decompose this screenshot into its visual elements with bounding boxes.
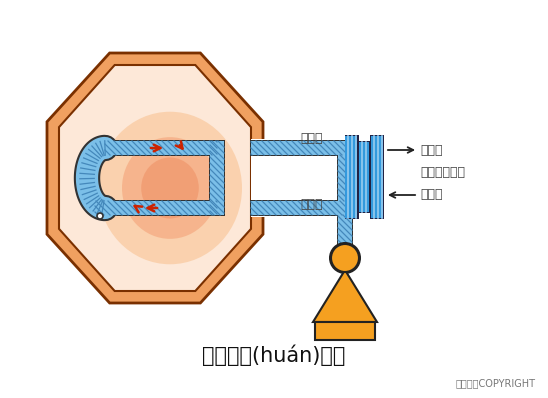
- Text: 東方仿真COPYRIGHT: 東方仿真COPYRIGHT: [456, 378, 536, 388]
- Bar: [251, 139, 345, 217]
- Bar: [338, 215, 352, 244]
- Bar: [345, 136, 357, 218]
- Bar: [358, 141, 370, 213]
- Bar: [370, 135, 384, 219]
- Bar: [105, 141, 217, 155]
- Bar: [104, 140, 218, 156]
- Bar: [337, 154, 353, 202]
- Bar: [251, 141, 345, 155]
- Text: 熱水出: 熱水出: [420, 189, 442, 201]
- Bar: [95, 201, 217, 215]
- Text: 冷水出: 冷水出: [420, 144, 442, 156]
- Text: 水力循環(huán)攪拌: 水力循環(huán)攪拌: [202, 344, 346, 366]
- Text: 螺旋板換熱器: 螺旋板換熱器: [420, 166, 465, 178]
- Bar: [359, 142, 369, 212]
- Bar: [315, 322, 375, 340]
- Bar: [251, 201, 345, 215]
- Circle shape: [329, 242, 361, 274]
- Ellipse shape: [122, 137, 218, 239]
- Bar: [250, 200, 346, 216]
- Bar: [338, 155, 352, 201]
- Ellipse shape: [141, 158, 199, 219]
- Bar: [371, 136, 383, 218]
- Ellipse shape: [98, 112, 242, 264]
- Bar: [345, 135, 359, 219]
- Polygon shape: [313, 270, 377, 322]
- Circle shape: [97, 213, 103, 219]
- Bar: [210, 141, 224, 215]
- Bar: [94, 200, 218, 216]
- Polygon shape: [47, 53, 263, 303]
- Text: 冷泥進: 冷泥進: [300, 197, 323, 211]
- Bar: [250, 140, 346, 156]
- Bar: [209, 140, 225, 216]
- Text: 熱泥出: 熱泥出: [300, 131, 323, 144]
- Circle shape: [331, 244, 359, 272]
- Polygon shape: [59, 65, 251, 291]
- Bar: [337, 214, 353, 245]
